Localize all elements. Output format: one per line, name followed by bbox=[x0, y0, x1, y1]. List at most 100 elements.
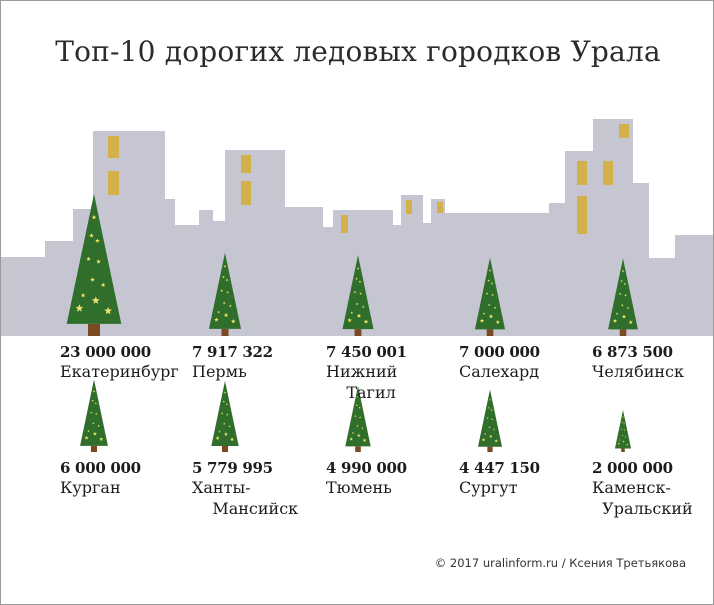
ornament-star-icon bbox=[485, 292, 489, 295]
ornament-star-icon bbox=[623, 423, 625, 425]
ornament-star-icon bbox=[488, 269, 492, 272]
building-window bbox=[406, 200, 412, 214]
ornament-star-icon bbox=[94, 402, 97, 405]
building-window bbox=[437, 202, 443, 213]
city-name: Пермь bbox=[192, 362, 247, 381]
ornament-star-icon bbox=[97, 424, 100, 427]
ornament-star-icon bbox=[493, 428, 496, 431]
ornament-star-icon bbox=[361, 305, 365, 309]
ornament-star-icon bbox=[487, 406, 490, 409]
tree-trunk bbox=[221, 328, 229, 336]
city-label-block: 6 873 500 Челябинск bbox=[592, 343, 713, 382]
ornament-star-icon bbox=[230, 318, 236, 324]
value-label: 5 779 995 bbox=[192, 459, 273, 477]
ornament-star-icon bbox=[226, 413, 229, 416]
ornament-star-icon bbox=[80, 292, 86, 298]
ornament-star-icon bbox=[100, 282, 106, 287]
building-window bbox=[108, 171, 119, 195]
ornament-star-icon bbox=[91, 296, 100, 304]
building-window bbox=[577, 161, 587, 185]
credit-line: © 2017 uralinform.ru / Ксения Третьякова bbox=[434, 556, 686, 570]
ornament-star-icon bbox=[488, 314, 494, 319]
tree-crown bbox=[66, 194, 122, 324]
ornament-star-icon bbox=[621, 434, 624, 437]
city-label-block: 7 000 000 Салехард bbox=[459, 343, 599, 382]
city-name: Ханты- Мансийск bbox=[192, 478, 299, 518]
city-skyline-background bbox=[1, 119, 713, 336]
ornament-star-icon bbox=[96, 259, 101, 264]
ornament-star-icon bbox=[90, 411, 93, 414]
ornament-star-icon bbox=[99, 437, 104, 441]
ornament-star-icon bbox=[104, 306, 113, 315]
city-label-block: 23 000 000 Екатеринбург bbox=[60, 343, 200, 382]
tree-crown bbox=[614, 410, 632, 449]
city-label-block: 6 000 000 Курган bbox=[60, 459, 200, 498]
ornament-star-icon bbox=[624, 293, 627, 297]
ornament-star-icon bbox=[622, 440, 625, 443]
ornament-star-icon bbox=[362, 438, 367, 442]
building-window bbox=[241, 181, 251, 205]
ornament-star-icon bbox=[350, 311, 354, 314]
tree-crown bbox=[474, 257, 506, 330]
tree-trunk bbox=[88, 323, 101, 336]
ornament-star-icon bbox=[482, 312, 486, 315]
tree-crown bbox=[342, 255, 374, 330]
ornament-star-icon bbox=[620, 428, 623, 431]
ornament-star-icon bbox=[628, 320, 633, 325]
city-name: Каменск- Уральский bbox=[592, 478, 693, 518]
building-window bbox=[619, 124, 629, 138]
ornament-star-icon bbox=[356, 267, 360, 270]
tree-crown bbox=[208, 252, 242, 329]
ornament-star-icon bbox=[618, 439, 621, 441]
ornament-star-icon bbox=[615, 312, 619, 315]
value-label: 4 447 150 bbox=[459, 459, 540, 477]
tree-trunk bbox=[486, 329, 494, 336]
value-label: 7 000 000 bbox=[459, 343, 540, 361]
ornament-star-icon bbox=[214, 317, 219, 322]
ornament-star-icon bbox=[621, 269, 625, 273]
city-name: Челябинск bbox=[592, 362, 685, 381]
ornament-star-icon bbox=[215, 436, 220, 440]
ornament-star-icon bbox=[620, 303, 624, 307]
ornament-star-icon bbox=[490, 409, 493, 411]
tree-crown bbox=[345, 385, 371, 447]
ornament-star-icon bbox=[486, 417, 489, 419]
ornament-star-icon bbox=[222, 275, 225, 279]
city-label-block: 2 000 000 Каменск- Уральский bbox=[592, 459, 713, 519]
ornament-star-icon bbox=[624, 436, 627, 438]
building-window bbox=[241, 155, 251, 173]
ornament-star-icon bbox=[87, 429, 90, 433]
ornament-star-icon bbox=[347, 317, 352, 323]
city-label-block: 7 450 001 Нижний Тагил bbox=[326, 343, 466, 403]
ornament-star-icon bbox=[490, 418, 494, 421]
city-label-block: 7 917 322 Пермь bbox=[192, 343, 332, 382]
ornament-star-icon bbox=[490, 282, 494, 285]
ornament-star-icon bbox=[95, 412, 98, 415]
ornament-star-icon bbox=[91, 214, 97, 220]
ornament-star-icon bbox=[493, 306, 497, 309]
city-label-block: 4 447 150 Сургут bbox=[459, 459, 599, 498]
tree-crown bbox=[608, 258, 638, 330]
ornament-star-icon bbox=[359, 416, 362, 419]
tree-trunk bbox=[621, 448, 625, 452]
tree-mark-3 bbox=[342, 255, 374, 336]
ornament-star-icon bbox=[488, 398, 492, 401]
tree-crown bbox=[211, 380, 239, 446]
ornament-star-icon bbox=[91, 399, 94, 402]
tree-crown bbox=[80, 379, 108, 446]
ornament-star-icon bbox=[358, 406, 361, 409]
tree-trunk bbox=[619, 329, 627, 336]
ornament-star-icon bbox=[92, 422, 95, 425]
ornament-star-icon bbox=[353, 290, 357, 294]
ornament-star-icon bbox=[218, 430, 221, 433]
ornament-star-icon bbox=[221, 412, 224, 415]
ornament-star-icon bbox=[621, 314, 627, 319]
ornament-star-icon bbox=[229, 304, 232, 308]
tree-mark-7 bbox=[211, 380, 239, 452]
building-window bbox=[603, 161, 613, 185]
ornament-star-icon bbox=[487, 303, 491, 307]
tree-mark-1 bbox=[66, 194, 122, 336]
ornament-star-icon bbox=[225, 403, 228, 406]
ornament-star-icon bbox=[489, 434, 493, 438]
building-window bbox=[108, 136, 119, 158]
